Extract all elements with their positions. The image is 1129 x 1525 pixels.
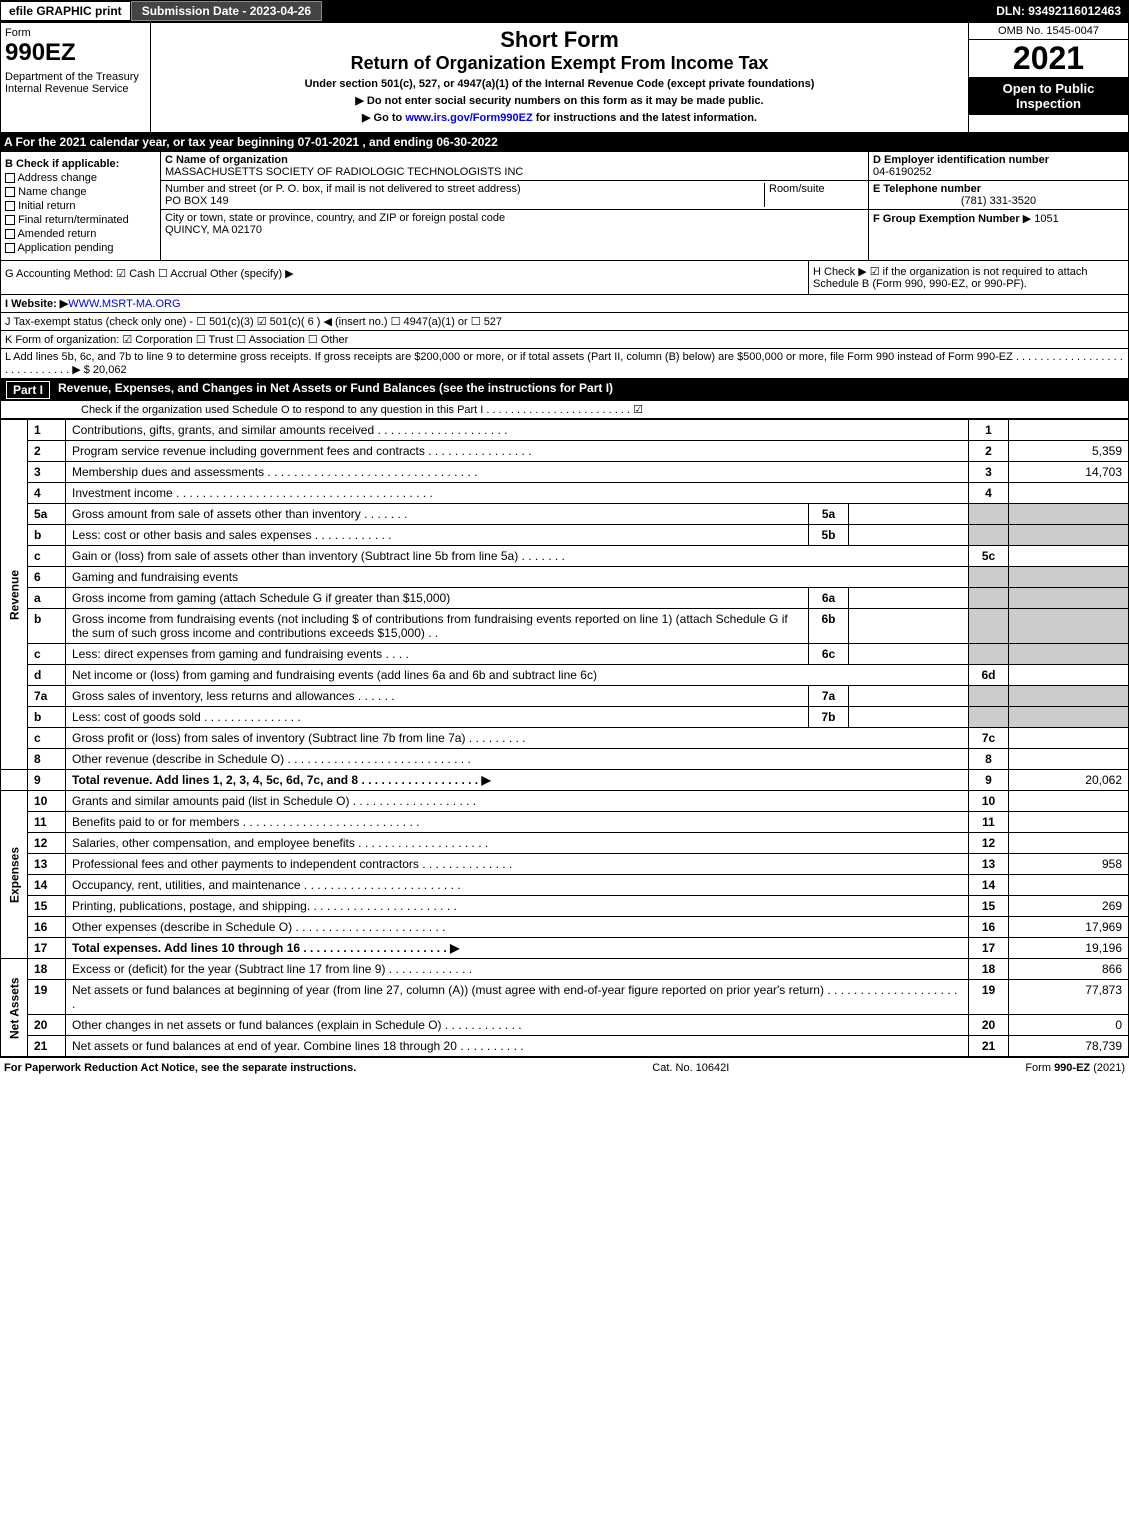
line-k: K Form of organization: ☑ Corporation ☐ … xyxy=(0,331,1129,349)
addr: PO BOX 149 xyxy=(165,195,229,207)
top-bar: efile GRAPHIC print Submission Date - 20… xyxy=(0,0,1129,22)
part-1-header: Part I Revenue, Expenses, and Changes in… xyxy=(0,379,1129,401)
city: QUINCY, MA 02170 xyxy=(165,224,262,236)
line-j: J Tax-exempt status (check only one) - ☐… xyxy=(0,313,1129,331)
part-1-title: Revenue, Expenses, and Changes in Net As… xyxy=(58,381,613,399)
addr-label: Number and street (or P. O. box, if mail… xyxy=(165,183,521,195)
expenses-section-label: Expenses xyxy=(1,791,28,959)
efile-button[interactable]: efile GRAPHIC print xyxy=(0,1,131,21)
revenue-section-label: Revenue xyxy=(1,420,28,770)
line-g: G Accounting Method: ☑ Cash ☐ Accrual Ot… xyxy=(1,261,808,294)
tax-year: 2021 xyxy=(969,40,1128,77)
line-l: L Add lines 5b, 6c, and 7b to line 9 to … xyxy=(0,349,1129,379)
room-suite: Room/suite xyxy=(764,183,864,207)
checkbox-address-change[interactable] xyxy=(5,173,15,183)
lines-table: Revenue 1Contributions, gifts, grants, a… xyxy=(0,419,1129,1057)
footer-right: Form 990-EZ (2021) xyxy=(1025,1062,1125,1074)
checkbox-amended[interactable] xyxy=(5,229,15,239)
open-to-public: Open to Public Inspection xyxy=(969,77,1128,115)
box-d: D Employer identification number 04-6190… xyxy=(868,152,1128,260)
c-label: C Name of organization xyxy=(165,154,288,166)
footer-left: For Paperwork Reduction Act Notice, see … xyxy=(4,1062,356,1074)
footer: For Paperwork Reduction Act Notice, see … xyxy=(0,1057,1129,1078)
box-b-title: B Check if applicable: xyxy=(5,158,156,170)
title-short-form: Short Form xyxy=(155,27,964,53)
form-header: Form 990EZ Department of the Treasury In… xyxy=(0,22,1129,133)
part-1-check: Check if the organization used Schedule … xyxy=(0,401,1129,419)
checkbox-pending[interactable] xyxy=(5,243,15,253)
ein: 04-6190252 xyxy=(873,166,932,178)
f-val: ▶ 1051 xyxy=(1023,213,1059,225)
netassets-section-label: Net Assets xyxy=(1,959,28,1057)
form-label: Form xyxy=(5,27,146,39)
box-c: C Name of organization MASSACHUSETTS SOC… xyxy=(161,152,868,260)
omb-number: OMB No. 1545-0047 xyxy=(969,23,1128,40)
subtitle: Under section 501(c), 527, or 4947(a)(1)… xyxy=(155,78,964,90)
phone: (781) 331-3520 xyxy=(873,195,1124,207)
department-label: Department of the Treasury Internal Reve… xyxy=(5,71,146,95)
note-ssn: ▶ Do not enter social security numbers o… xyxy=(155,94,964,107)
title-return: Return of Organization Exempt From Incom… xyxy=(155,53,964,74)
section-a: A For the 2021 calendar year, or tax yea… xyxy=(0,133,1129,151)
submission-date: Submission Date - 2023-04-26 xyxy=(131,1,322,21)
f-label: F Group Exemption Number xyxy=(873,213,1020,225)
dln-label: DLN: 93492116012463 xyxy=(988,2,1129,20)
footer-center: Cat. No. 10642I xyxy=(652,1062,729,1074)
checkbox-final-return[interactable] xyxy=(5,215,15,225)
line-h: H Check ▶ ☑ if the organization is not r… xyxy=(808,261,1128,294)
d-label: D Employer identification number xyxy=(873,154,1049,166)
city-label: City or town, state or province, country… xyxy=(165,212,505,224)
box-b: B Check if applicable: Address change Na… xyxy=(1,152,161,260)
org-name: MASSACHUSETTS SOCIETY OF RADIOLOGIC TECH… xyxy=(165,166,523,178)
line-i: I Website: ▶WWW.MSRT-MA.ORG xyxy=(0,295,1129,313)
note-link: ▶ Go to www.irs.gov/Form990EZ for instru… xyxy=(155,111,964,124)
checkbox-initial-return[interactable] xyxy=(5,201,15,211)
e-label: E Telephone number xyxy=(873,183,981,195)
checkbox-name-change[interactable] xyxy=(5,187,15,197)
form-number: 990EZ xyxy=(5,39,146,67)
website-link[interactable]: WWW.MSRT-MA.ORG xyxy=(68,298,180,310)
part-1-label: Part I xyxy=(6,381,50,399)
info-grid: B Check if applicable: Address change Na… xyxy=(0,151,1129,261)
irs-link[interactable]: www.irs.gov/Form990EZ xyxy=(405,112,532,124)
